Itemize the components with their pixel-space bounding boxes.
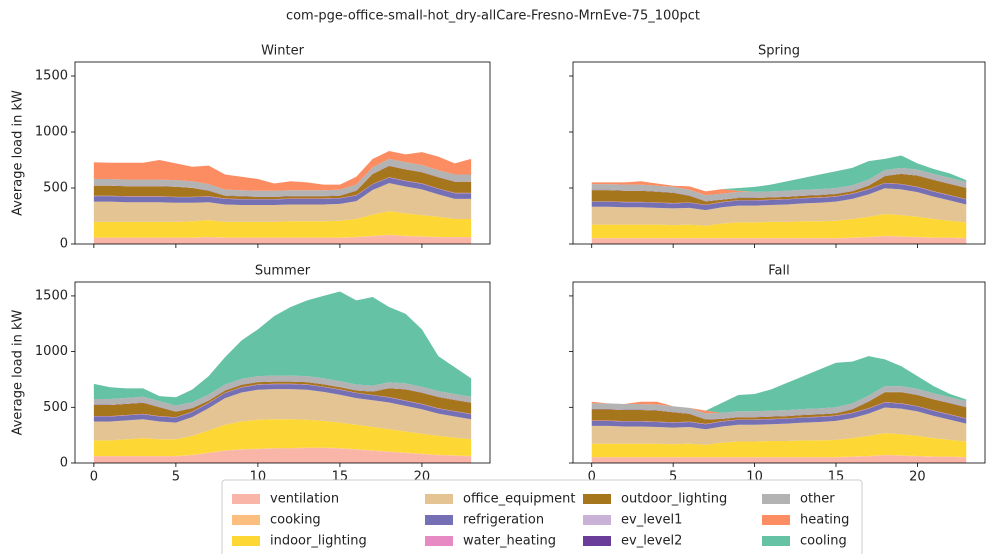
legend-label: outdoor_lighting	[621, 492, 727, 507]
area-series	[591, 183, 967, 211]
plot-frame	[572, 281, 986, 464]
legend-label: water_heating	[463, 534, 556, 549]
area-series	[591, 155, 967, 192]
x-tick-label: 0	[90, 470, 98, 485]
area-series	[591, 407, 967, 445]
y-tick-label: 500	[43, 400, 68, 415]
area-series	[93, 151, 472, 191]
area-series	[591, 167, 967, 201]
area-series	[93, 447, 472, 463]
area-series	[591, 455, 967, 463]
area-series	[591, 167, 967, 196]
legend-label: office_equipment	[463, 492, 576, 507]
y-tick-label: 0	[60, 456, 68, 471]
y-tick-label: 1500	[35, 288, 68, 303]
plot-frame	[572, 61, 986, 245]
area-series	[93, 389, 472, 441]
area-series	[93, 183, 472, 222]
plot-frame	[74, 61, 491, 245]
y-axis-label: Average load in kW	[11, 309, 26, 435]
area-series	[591, 173, 967, 205]
legend-swatch	[762, 515, 790, 525]
y-tick-label: 1000	[35, 125, 68, 140]
legend-swatch	[583, 536, 611, 546]
area-series	[93, 419, 472, 456]
subplot-title: Fall	[768, 264, 789, 279]
legend-label: heating	[800, 513, 849, 528]
area-series	[93, 158, 472, 197]
area-series	[591, 392, 967, 424]
legend-label: ev_level2	[621, 534, 682, 549]
area-series	[93, 235, 472, 244]
legend-label: cooking	[270, 513, 321, 528]
plot-frame	[74, 281, 491, 464]
legend-label: indoor_lighting	[270, 534, 367, 549]
legend-label: ev_level1	[621, 513, 682, 528]
area-series	[591, 188, 967, 226]
area-series	[93, 381, 472, 418]
area-series	[591, 402, 967, 430]
legend-swatch	[583, 515, 611, 525]
figure-title: com-pge-office-small-hot_dry-allCare-Fre…	[286, 9, 700, 24]
area-series	[93, 447, 472, 457]
legend-label: other	[800, 492, 835, 507]
area-series	[591, 386, 967, 420]
subplot-title: Winter	[261, 44, 305, 59]
area-series	[591, 213, 967, 239]
area-series	[591, 236, 967, 244]
x-tick-label: 5	[669, 470, 677, 485]
y-tick-label: 1000	[35, 344, 68, 359]
legend-swatch	[425, 515, 453, 525]
legend: ventilation cooking indoor_lighting office_…	[221, 479, 863, 554]
legend-swatch	[762, 536, 790, 546]
area-series	[591, 356, 967, 413]
x-tick-label: 0	[588, 470, 596, 485]
subplot-title: Spring	[758, 44, 800, 59]
legend-swatch	[232, 536, 260, 546]
legend-label: refrigeration	[463, 513, 544, 528]
legend-swatch	[232, 515, 260, 525]
subplot-title: Summer	[255, 264, 311, 279]
area-series	[93, 211, 472, 238]
area-series	[93, 166, 472, 200]
legend-swatch	[762, 494, 790, 504]
area-series	[591, 235, 967, 239]
area-series	[591, 454, 967, 458]
legend-swatch	[425, 536, 453, 546]
legend-label: ventilation	[270, 492, 339, 507]
y-axis-label: Average load in kW	[11, 90, 26, 216]
y-tick-label: 1500	[35, 69, 68, 84]
x-tick-label: 20	[909, 470, 926, 485]
y-tick-label: 500	[43, 181, 68, 196]
area-series	[93, 177, 472, 206]
area-series	[591, 433, 967, 458]
area-series	[93, 291, 472, 406]
area-series	[93, 384, 472, 423]
legend-frame	[221, 479, 863, 554]
legend-swatch	[232, 494, 260, 504]
legend-label: cooling	[800, 534, 847, 549]
x-tick-label: 5	[172, 470, 180, 485]
area-series	[93, 234, 472, 238]
legend-swatch	[583, 494, 611, 504]
legend-swatch	[425, 494, 453, 504]
y-tick-label: 0	[60, 237, 68, 252]
